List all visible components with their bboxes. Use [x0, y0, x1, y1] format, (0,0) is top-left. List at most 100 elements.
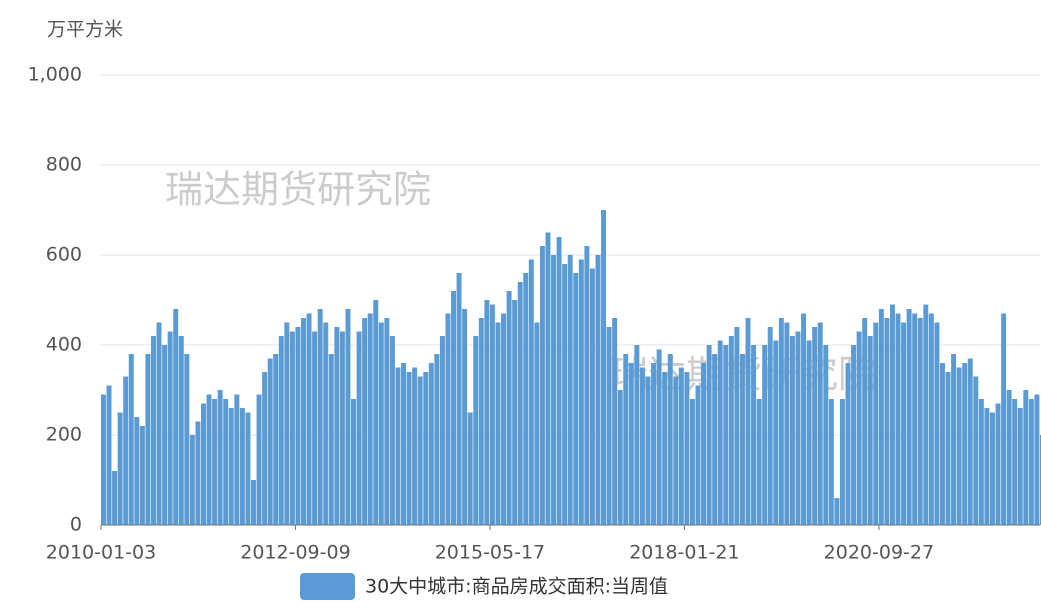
bar [456, 273, 462, 525]
bar [723, 345, 729, 525]
bar [389, 336, 395, 525]
bar [112, 471, 118, 525]
bar [489, 304, 495, 525]
bar [301, 318, 306, 525]
bar [751, 345, 757, 525]
x-tick-label: 2018-01-21 [629, 542, 739, 564]
bar [828, 399, 834, 525]
y-tick-label: 200 [46, 424, 82, 446]
bar [506, 291, 512, 525]
bar [867, 336, 873, 525]
bar [184, 354, 190, 525]
x-tick-label: 2015-05-17 [435, 542, 545, 564]
bar [367, 313, 373, 525]
bar [667, 354, 673, 525]
bar [195, 421, 201, 525]
bar [673, 376, 679, 525]
bar [384, 318, 390, 525]
bar [306, 313, 312, 525]
bar [278, 336, 284, 525]
bar [423, 372, 429, 525]
bar [101, 394, 106, 525]
bar [845, 363, 851, 525]
bar [873, 322, 879, 525]
bar [1023, 390, 1029, 525]
bar [373, 300, 379, 525]
bar [901, 322, 907, 525]
bar [328, 354, 334, 525]
bar [345, 309, 351, 525]
y-tick-label: 600 [46, 244, 82, 266]
bar [201, 403, 206, 525]
bar [739, 354, 745, 525]
bar [234, 394, 240, 525]
bar [973, 376, 979, 525]
y-tick-label: 800 [46, 154, 82, 176]
bar [995, 403, 1001, 525]
bar [134, 417, 140, 525]
bar [612, 318, 618, 525]
bar [623, 354, 629, 525]
bar [889, 304, 895, 525]
bar [512, 300, 518, 525]
bar [312, 331, 318, 525]
y-axis-label: 万平方米 [47, 19, 123, 41]
bar [351, 399, 356, 525]
bar [734, 327, 740, 525]
bar [156, 322, 162, 525]
bar [601, 210, 607, 525]
bar [106, 385, 112, 525]
bar [551, 255, 557, 525]
bar [967, 358, 973, 525]
bar [484, 300, 490, 525]
bar [139, 426, 145, 525]
bar [812, 327, 818, 525]
bar [856, 331, 862, 525]
bar [323, 322, 329, 525]
bar [562, 264, 568, 525]
bar [523, 273, 529, 525]
bar [178, 336, 184, 525]
bar [584, 246, 590, 525]
bar [517, 282, 523, 525]
bar [145, 354, 151, 525]
bar [167, 331, 173, 525]
bar [1034, 394, 1040, 525]
bar [284, 322, 290, 525]
bar [578, 259, 584, 525]
x-tick-label: 2010-01-03 [46, 542, 156, 564]
bar [773, 340, 779, 525]
bar [212, 399, 218, 525]
bar [862, 318, 868, 525]
legend-swatch [300, 573, 355, 600]
bar [267, 358, 273, 525]
bar [817, 322, 823, 525]
bar [895, 313, 901, 525]
bar [434, 354, 440, 525]
bar [462, 309, 468, 525]
bar [428, 363, 434, 525]
bar [289, 331, 295, 525]
bar [495, 322, 501, 525]
bar [223, 399, 229, 525]
bar [795, 331, 801, 525]
bar [823, 345, 829, 525]
bar [701, 363, 707, 525]
bar [651, 363, 657, 525]
x-tick-label: 2020-09-27 [824, 542, 934, 564]
bar [451, 291, 456, 525]
bar [239, 408, 245, 525]
bar [545, 232, 551, 525]
bar [401, 363, 406, 525]
bar [695, 385, 701, 525]
y-tick-label: 400 [46, 334, 82, 356]
bar [128, 354, 134, 525]
bar [689, 399, 695, 525]
bar [956, 367, 962, 525]
bar [778, 318, 784, 525]
bar [439, 336, 445, 525]
bar [639, 367, 645, 525]
bar [951, 354, 957, 525]
bar [445, 313, 451, 525]
